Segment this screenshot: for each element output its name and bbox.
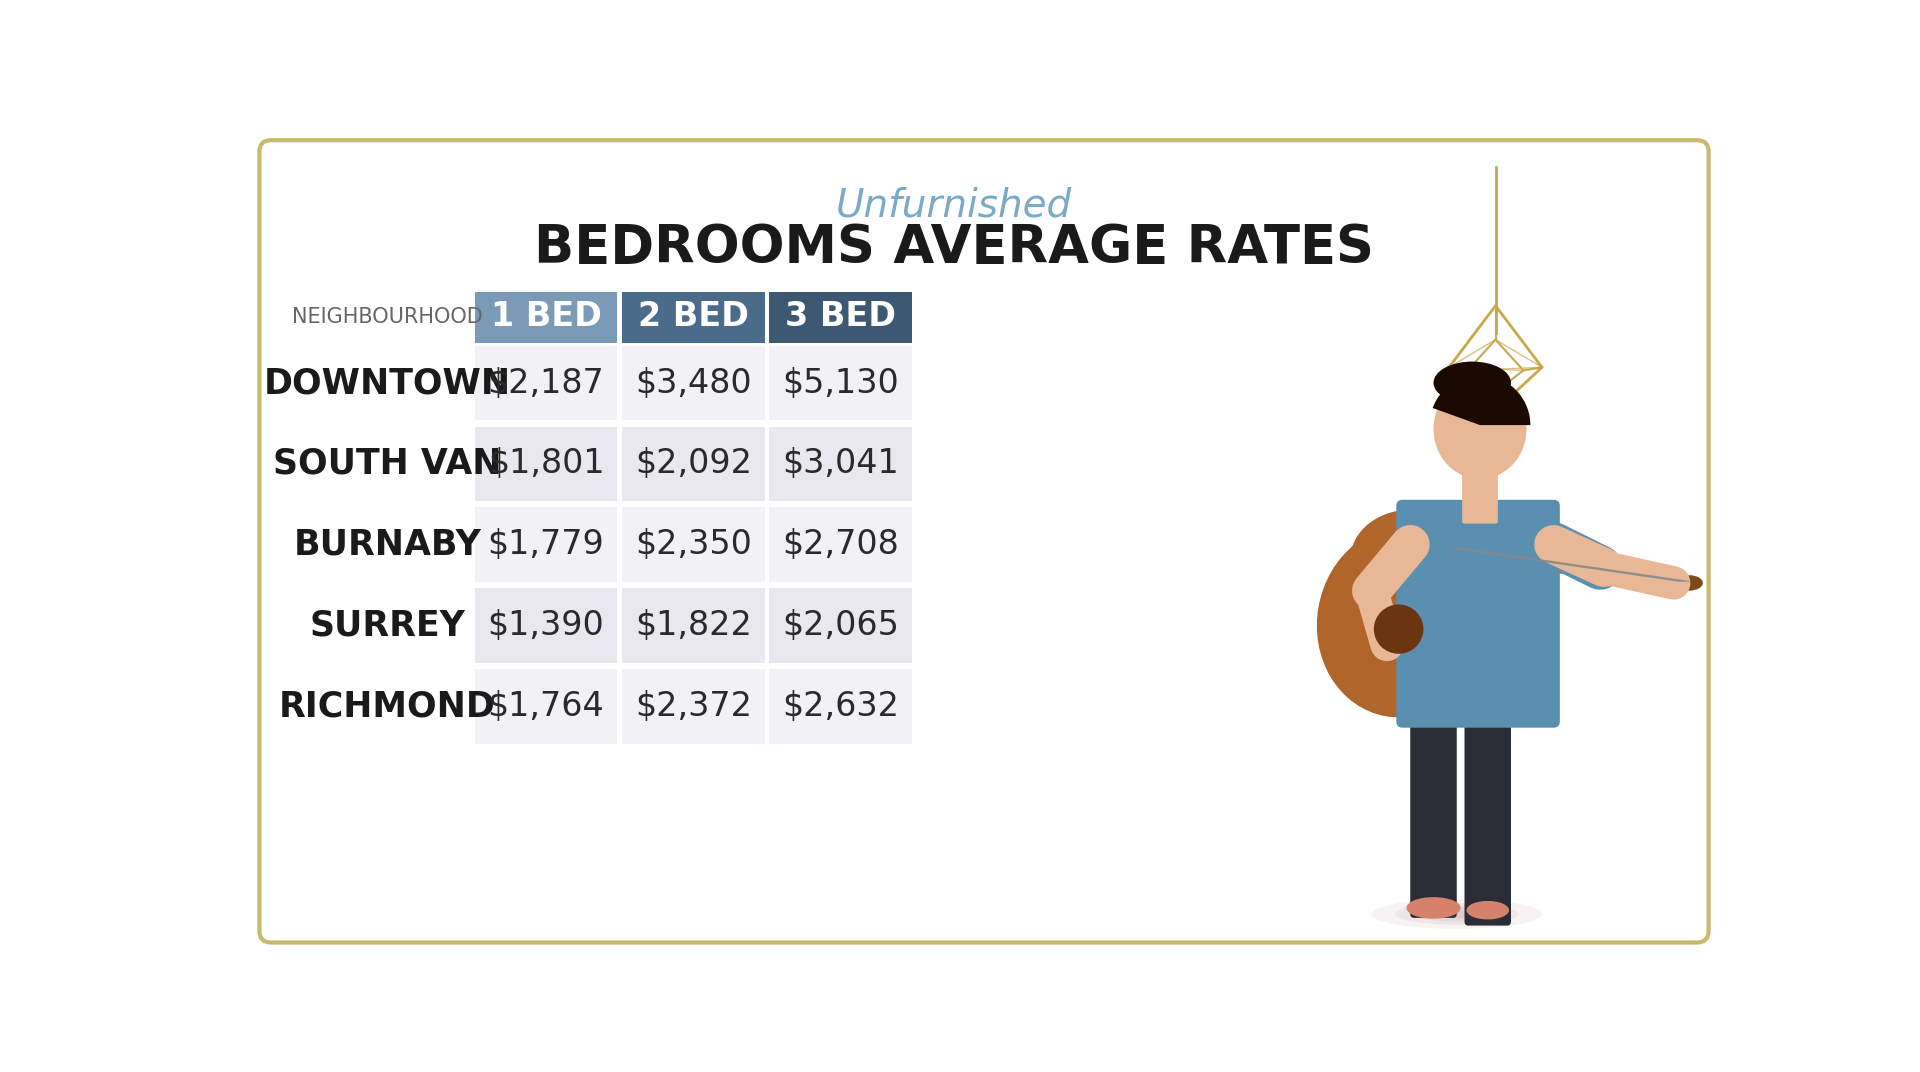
Text: BURNABY: BURNABY bbox=[294, 527, 482, 562]
FancyBboxPatch shape bbox=[622, 589, 764, 662]
FancyBboxPatch shape bbox=[622, 427, 764, 502]
FancyBboxPatch shape bbox=[1463, 465, 1498, 523]
FancyBboxPatch shape bbox=[770, 292, 912, 343]
Wedge shape bbox=[1432, 375, 1530, 426]
Ellipse shape bbox=[1467, 900, 1509, 920]
Text: SURREY: SURREY bbox=[309, 609, 465, 643]
Text: Unfurnished: Unfurnished bbox=[837, 187, 1071, 225]
FancyBboxPatch shape bbox=[770, 507, 912, 582]
Ellipse shape bbox=[1350, 510, 1471, 610]
Ellipse shape bbox=[1317, 525, 1488, 717]
Circle shape bbox=[1375, 605, 1423, 654]
Text: $3,480: $3,480 bbox=[636, 367, 753, 400]
Text: $2,092: $2,092 bbox=[636, 447, 753, 480]
Text: $3,041: $3,041 bbox=[781, 447, 899, 480]
Ellipse shape bbox=[1405, 897, 1461, 919]
Text: $2,372: $2,372 bbox=[636, 690, 753, 723]
Text: 1 BED: 1 BED bbox=[492, 300, 601, 333]
FancyBboxPatch shape bbox=[474, 427, 618, 502]
FancyBboxPatch shape bbox=[474, 507, 618, 582]
FancyBboxPatch shape bbox=[474, 346, 618, 420]
FancyBboxPatch shape bbox=[770, 669, 912, 744]
FancyBboxPatch shape bbox=[622, 346, 764, 420]
FancyBboxPatch shape bbox=[770, 589, 912, 662]
FancyBboxPatch shape bbox=[770, 427, 912, 502]
Polygon shape bbox=[1450, 545, 1682, 591]
Ellipse shape bbox=[1434, 378, 1526, 479]
Ellipse shape bbox=[1371, 899, 1542, 928]
FancyBboxPatch shape bbox=[474, 292, 618, 343]
Ellipse shape bbox=[1432, 910, 1482, 919]
Text: 3 BED: 3 BED bbox=[785, 300, 897, 333]
FancyBboxPatch shape bbox=[622, 507, 764, 582]
Text: BEDROOMS AVERAGE RATES: BEDROOMS AVERAGE RATES bbox=[534, 222, 1375, 274]
Text: $2,187: $2,187 bbox=[488, 367, 605, 400]
Text: $2,632: $2,632 bbox=[781, 690, 899, 723]
Text: $1,822: $1,822 bbox=[636, 609, 753, 642]
Text: $1,764: $1,764 bbox=[488, 690, 605, 723]
Text: $2,708: $2,708 bbox=[781, 528, 899, 562]
Text: $5,130: $5,130 bbox=[781, 367, 899, 400]
Text: DOWNTOWN: DOWNTOWN bbox=[263, 367, 511, 400]
Ellipse shape bbox=[1434, 361, 1511, 404]
FancyBboxPatch shape bbox=[1411, 695, 1457, 918]
Text: 2 BED: 2 BED bbox=[637, 300, 749, 333]
Text: RICHMOND: RICHMOND bbox=[278, 689, 495, 724]
Text: $1,779: $1,779 bbox=[488, 528, 605, 562]
Ellipse shape bbox=[1394, 904, 1519, 925]
FancyBboxPatch shape bbox=[474, 589, 618, 662]
FancyBboxPatch shape bbox=[770, 346, 912, 420]
Text: $1,801: $1,801 bbox=[488, 447, 605, 480]
FancyBboxPatch shape bbox=[622, 292, 764, 343]
Ellipse shape bbox=[1676, 576, 1703, 591]
Text: SOUTH VAN: SOUTH VAN bbox=[273, 447, 501, 481]
Ellipse shape bbox=[1415, 907, 1500, 922]
FancyBboxPatch shape bbox=[259, 140, 1709, 942]
FancyBboxPatch shape bbox=[474, 669, 618, 744]
FancyBboxPatch shape bbox=[1465, 695, 1511, 925]
Text: NEIGHBOURHOOD: NEIGHBOURHOOD bbox=[292, 307, 482, 327]
Text: $1,390: $1,390 bbox=[488, 609, 605, 642]
FancyBboxPatch shape bbox=[1396, 500, 1559, 728]
FancyBboxPatch shape bbox=[622, 669, 764, 744]
Text: $2,350: $2,350 bbox=[636, 528, 753, 562]
Text: $2,065: $2,065 bbox=[781, 609, 899, 642]
